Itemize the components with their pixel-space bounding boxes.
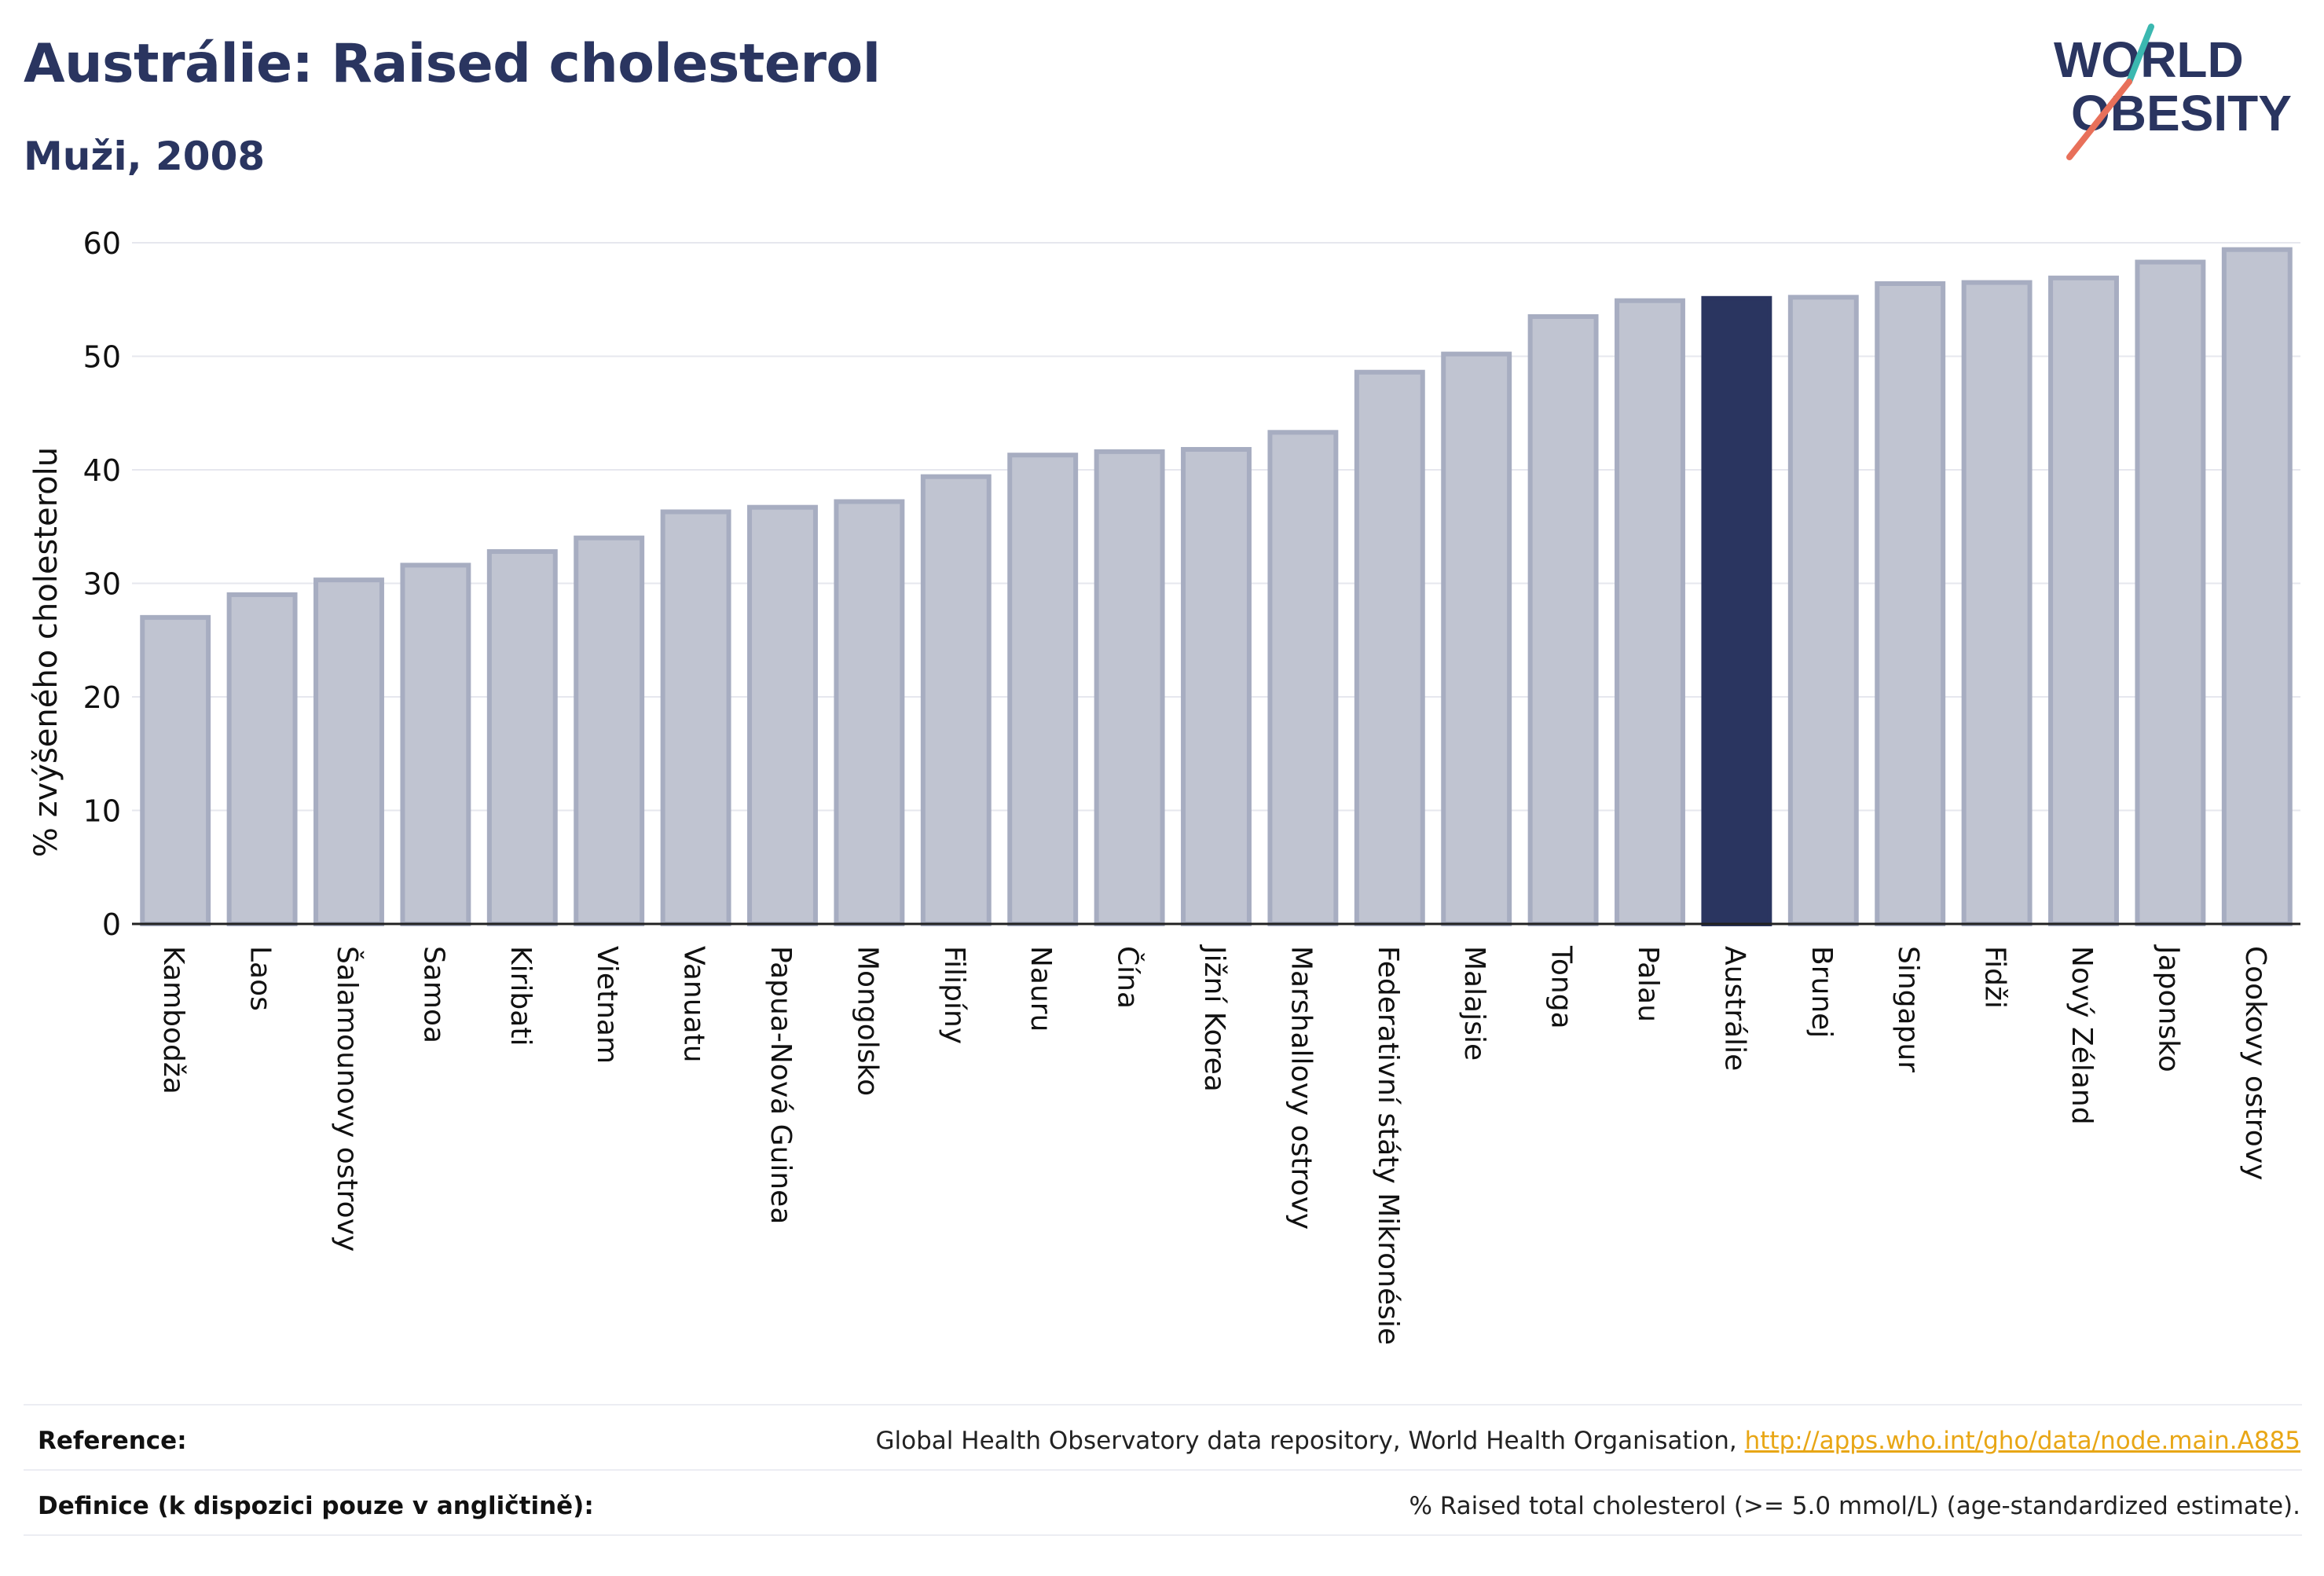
x-tick-label: Palau [1632, 946, 1664, 1022]
x-tick-label: Papua-Nová Guinea [764, 946, 797, 1224]
logo-slash-top [2126, 24, 2154, 85]
bar-chart: 0 10 20 30 40 50 60 Kambodža Laos Šalamounovy os… [28, 226, 2300, 1345]
x-tick-label: Austrálie [1718, 946, 1750, 1071]
y-tick-label: 20 [83, 680, 121, 715]
bar-highlighted[interactable] [1701, 295, 1772, 926]
bar[interactable] [1441, 351, 1512, 926]
logo-slash-bottom [2066, 79, 2132, 160]
x-tick-label: Samoa [417, 946, 449, 1043]
reference-text: Global Health Observatory data repositor… [875, 1427, 1737, 1455]
definition-text: % Raised total cholesterol (>= 5.0 mmol/… [1409, 1492, 2300, 1520]
x-tick-label: Malajsie [1458, 946, 1490, 1061]
bar[interactable] [574, 535, 645, 926]
bar[interactable] [226, 592, 298, 926]
x-tick-label: Mongolsko [851, 946, 883, 1096]
y-tick-label: 0 [102, 907, 121, 942]
x-tick-label: Brunej [1805, 946, 1838, 1038]
bar[interactable] [1875, 281, 1946, 926]
footer-divider-bottom [24, 1534, 2302, 1536]
x-tick-label: Čína [1112, 946, 1145, 1009]
bar[interactable] [140, 614, 211, 926]
y-tick-label: 40 [83, 453, 121, 488]
bar[interactable] [2135, 259, 2206, 926]
y-tick-label: 30 [83, 567, 121, 602]
bar[interactable] [1354, 369, 1425, 927]
x-tick-label: Filipíny [938, 946, 970, 1044]
bar[interactable] [400, 563, 471, 926]
y-axis-label: % zvýšeného cholesterolu [28, 447, 64, 857]
x-tick-label: Nový Zéland [2066, 946, 2098, 1125]
bar[interactable] [1181, 446, 1252, 926]
bar[interactable] [2048, 275, 2119, 927]
bar[interactable] [1787, 295, 1859, 926]
bar[interactable] [747, 504, 818, 926]
bar[interactable] [1527, 313, 1599, 926]
x-tick-label: Šalamounovy ostrovy [331, 946, 364, 1252]
bar[interactable] [1094, 449, 1165, 926]
x-tick-label: Japonsko [2152, 944, 2184, 1072]
bar[interactable] [920, 474, 992, 926]
definition-label: Definice (k dispozici pouze v angličtině… [38, 1492, 594, 1520]
x-tick-label: Kambodža [157, 946, 189, 1094]
x-tick-label: Fidži [1979, 946, 2011, 1009]
bar[interactable] [313, 577, 384, 926]
y-tick-label: 10 [83, 794, 121, 829]
chart-subtitle: Muži, 2008 [24, 134, 266, 179]
x-tick-label: Jižní Korea [1198, 944, 1230, 1092]
footer-divider-top [24, 1404, 2302, 1406]
reference-value: Global Health Observatory data repositor… [876, 1427, 2300, 1455]
x-tick-label: Vietnam [591, 946, 623, 1064]
bar[interactable] [1615, 298, 1685, 926]
bar[interactable] [1961, 280, 2033, 926]
bar[interactable] [834, 499, 905, 926]
x-tick-label: Singapur [1892, 946, 1924, 1072]
world-obesity-logo[interactable]: WORLD OBESITY [2051, 24, 2310, 165]
x-tick-label: Marshallovy ostrovy [1285, 946, 1317, 1230]
x-tick-label: Tonga [1545, 945, 1578, 1029]
bar[interactable] [660, 509, 731, 926]
bar[interactable] [2221, 247, 2293, 927]
x-tick-label: Nauru [1025, 946, 1057, 1032]
x-tick-label: Laos [244, 946, 277, 1011]
chart-title: Austrálie: Raised cholesterol [24, 33, 881, 95]
bar[interactable] [486, 549, 558, 926]
x-tick-label: Vanuatu [678, 946, 710, 1063]
y-tick-label: 50 [83, 340, 121, 375]
bar[interactable] [1267, 430, 1339, 926]
x-tick-label: Cookovy ostrovy [2239, 946, 2271, 1180]
x-tick-label: Federativní státy Mikronésie [1372, 946, 1404, 1345]
reference-label: Reference: [38, 1427, 187, 1455]
y-tick-label: 60 [83, 226, 121, 261]
bar[interactable] [1007, 453, 1079, 926]
reference-link[interactable]: http://apps.who.int/gho/data/node.main.A… [1744, 1427, 2300, 1455]
footer-divider-middle [24, 1469, 2302, 1471]
x-tick-label: Kiribati [504, 946, 537, 1046]
